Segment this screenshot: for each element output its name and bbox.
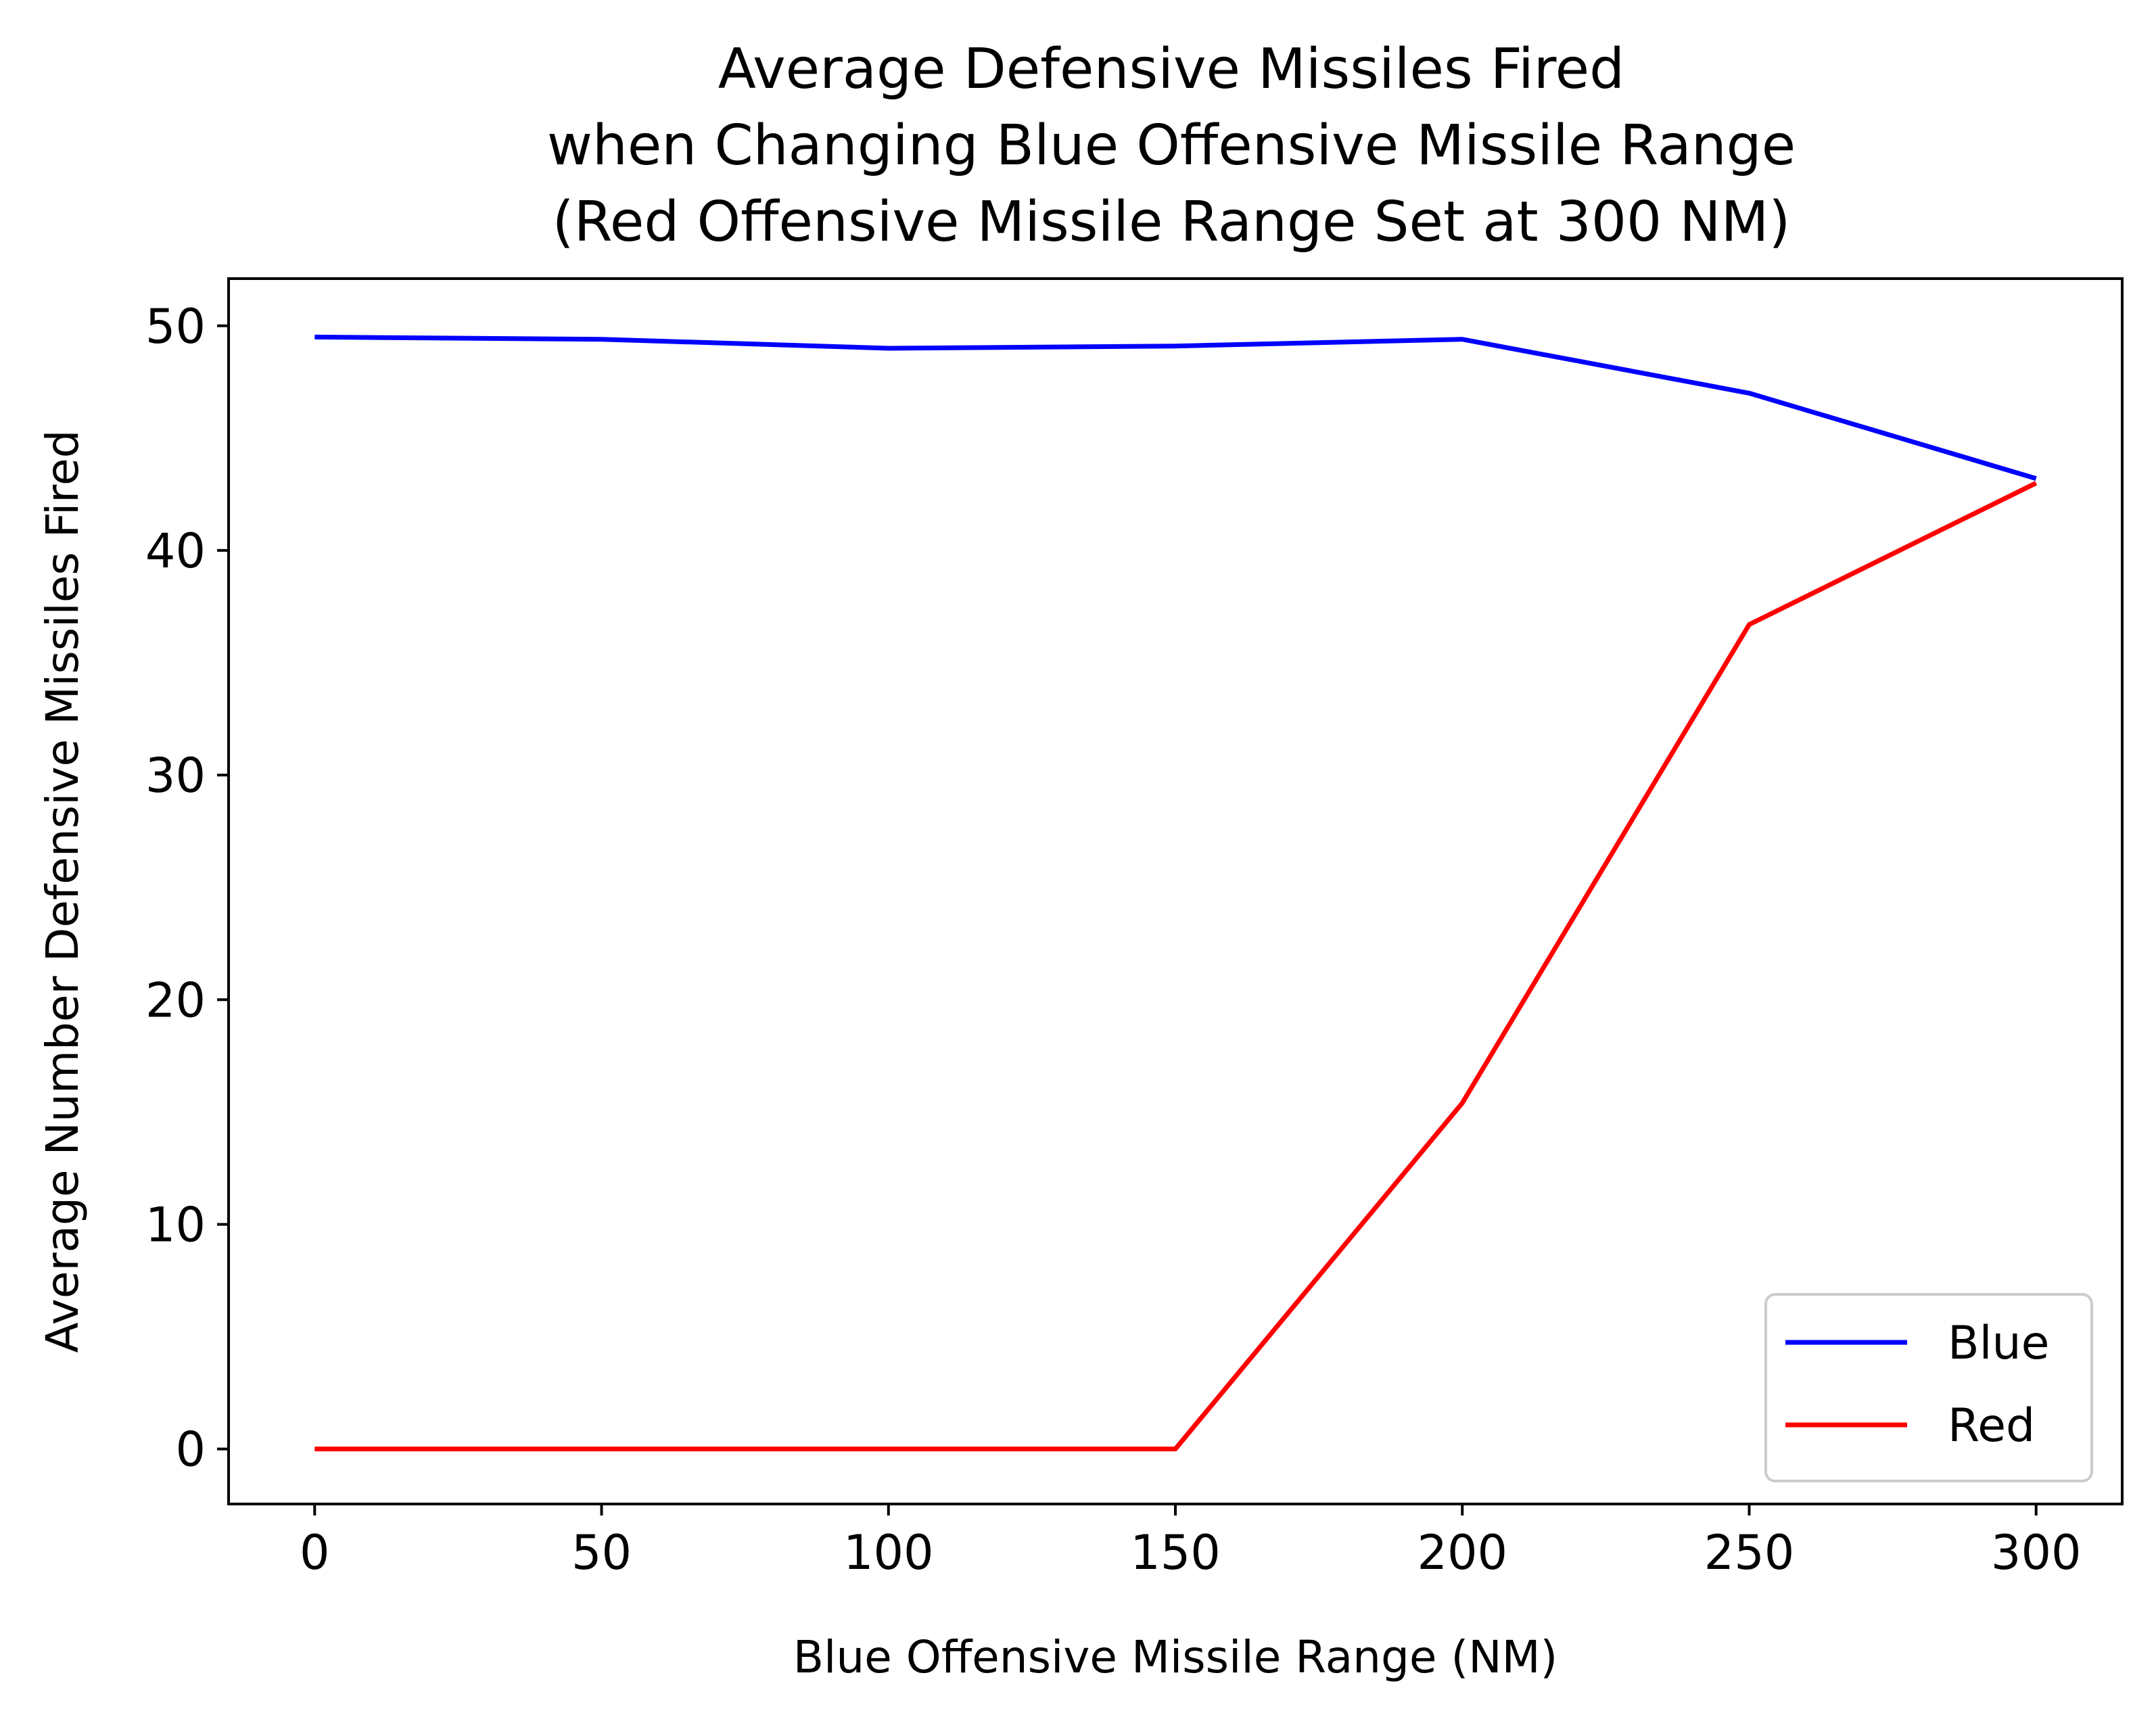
y-tick-label: 50 — [145, 299, 206, 354]
legend: Blue Red — [1764, 1293, 2093, 1482]
chart-title-line-3: (Red Offensive Missile Range Set at 300 … — [553, 190, 1791, 254]
y-tick-label: 20 — [145, 972, 206, 1028]
chart-title-line-2: when Changing Blue Offensive Missile Ran… — [547, 114, 1796, 178]
chart-title-line-1: Average Defensive Missiles Fired — [718, 37, 1624, 101]
series-line-red — [314, 481, 2038, 1452]
x-tick-label: 50 — [571, 1525, 632, 1580]
y-tick-label: 40 — [145, 523, 206, 579]
y-axis-ticks: 0 10 20 30 40 50 — [145, 299, 229, 1478]
legend-label-blue: Blue — [1948, 1317, 2049, 1370]
legend-label-red: Red — [1948, 1399, 2035, 1453]
x-tick-label: 250 — [1704, 1525, 1795, 1580]
y-tick-label: 30 — [145, 748, 206, 803]
y-axis-label: Average Number Defensive Missiles Fired — [37, 430, 89, 1353]
x-tick-label: 200 — [1417, 1525, 1507, 1580]
series-line-blue — [314, 334, 2037, 481]
x-tick-label: 100 — [843, 1525, 934, 1580]
x-tick-label: 150 — [1130, 1525, 1221, 1580]
x-tick-label: 300 — [1991, 1525, 2082, 1580]
x-axis-ticks: 0 50 100 150 200 250 300 — [300, 1504, 2082, 1580]
y-tick-label: 0 — [175, 1422, 206, 1478]
y-tick-label: 10 — [145, 1197, 206, 1252]
plot-area-frame — [227, 277, 2124, 1505]
x-tick-label: 0 — [300, 1525, 330, 1580]
series-layer — [314, 334, 2038, 1452]
x-axis-label: Blue Offensive Missile Range (NM) — [793, 1631, 1558, 1683]
